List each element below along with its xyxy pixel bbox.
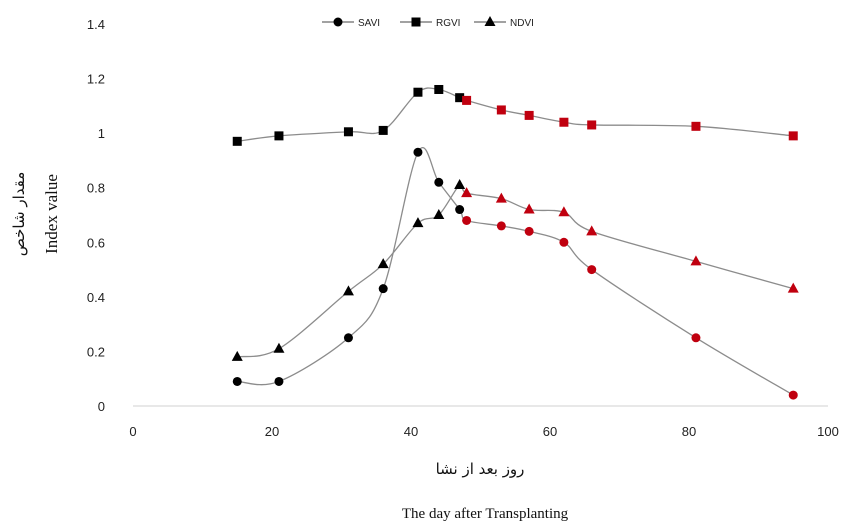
rgvi-point — [462, 95, 472, 105]
rgvi-point — [378, 125, 388, 135]
ndvi-point — [690, 255, 702, 266]
series-layer — [231, 84, 799, 400]
savi-point — [691, 333, 701, 343]
savi-point — [788, 390, 798, 400]
rgvi-point — [559, 117, 569, 127]
x-tick-label: 100 — [817, 424, 839, 439]
rgvi-point — [524, 110, 534, 120]
ndvi-point — [586, 225, 598, 236]
ndvi-point — [787, 282, 799, 293]
ndvi-point — [523, 203, 535, 214]
x-axis-label-persian: روز بعد از نشا — [436, 460, 525, 478]
y-tick-label: 1 — [98, 126, 105, 141]
rgvi-point — [587, 120, 597, 130]
legend-item-savi: SAVI — [322, 17, 380, 29]
rgvi-point — [496, 105, 506, 115]
ndvi-point — [454, 178, 466, 189]
legend-label: RGVI — [436, 18, 460, 29]
ndvi-point — [558, 206, 570, 217]
savi-point — [232, 376, 242, 386]
rgvi-line — [237, 87, 794, 142]
legend-item-ndvi: NDVI — [474, 16, 534, 29]
x-tick-label: 0 — [129, 424, 136, 439]
ndvi-point — [377, 258, 389, 269]
rgvi-point — [434, 84, 444, 94]
savi-point — [524, 226, 534, 236]
ndvi-point — [231, 350, 243, 361]
y-tick-label: 0 — [98, 399, 105, 414]
legend-marker — [484, 16, 496, 26]
ndvi-point — [495, 192, 507, 203]
y-tick-label: 0.2 — [87, 344, 105, 359]
y-tick-label: 0.4 — [87, 290, 105, 305]
savi-point — [378, 284, 388, 294]
ndvi-line — [237, 183, 794, 358]
y-tick-label: 0.8 — [87, 181, 105, 196]
rgvi-point — [788, 131, 798, 141]
rgvi-point — [691, 121, 701, 131]
ndvi-point — [433, 209, 445, 219]
series-rgvi — [232, 84, 798, 146]
savi-point — [343, 333, 353, 343]
ndvi-point — [412, 217, 424, 228]
x-tick-label: 20 — [265, 424, 279, 439]
x-tick-label: 40 — [404, 424, 418, 439]
legend: SAVI RGVI NDVI — [322, 16, 534, 29]
legend-item-rgvi: RGVI — [400, 17, 460, 29]
x-axis-label: The day after Transplanting — [402, 506, 569, 522]
ndvi-point — [342, 285, 354, 296]
savi-point — [587, 265, 597, 275]
savi-line — [237, 147, 794, 396]
ndvi-point — [461, 187, 473, 198]
ndvi-point — [273, 342, 285, 353]
x-tick-label: 60 — [543, 424, 557, 439]
y-tick-label: 1.2 — [87, 72, 105, 87]
legend-label: SAVI — [358, 18, 380, 29]
savi-point — [413, 147, 423, 157]
y-tick-label: 1.4 — [87, 17, 105, 32]
series-ndvi — [231, 178, 799, 361]
rgvi-point — [343, 127, 353, 137]
legend-marker — [333, 17, 343, 27]
legend-marker — [411, 17, 421, 27]
savi-point — [455, 205, 465, 215]
savi-point — [462, 215, 472, 225]
rgvi-point — [455, 93, 465, 103]
x-tick-label: 80 — [682, 424, 696, 439]
rgvi-point — [232, 136, 242, 146]
y-tick-label: 0.6 — [87, 235, 105, 250]
rgvi-point — [413, 87, 423, 97]
y-axis-label-persian: مقدار شاخص — [10, 172, 28, 256]
savi-point — [559, 237, 569, 247]
legend-label: NDVI — [510, 18, 534, 29]
savi-point — [434, 177, 444, 187]
axes: 0 20 40 60 80 100 0 0.2 0.4 0.6 0.8 1 1.2 1.4 — [87, 17, 839, 439]
y-axis-label: Index value — [42, 174, 61, 254]
savi-point — [274, 376, 284, 386]
rgvi-point — [274, 131, 284, 141]
series-savi — [232, 147, 798, 400]
savi-point — [496, 221, 506, 231]
